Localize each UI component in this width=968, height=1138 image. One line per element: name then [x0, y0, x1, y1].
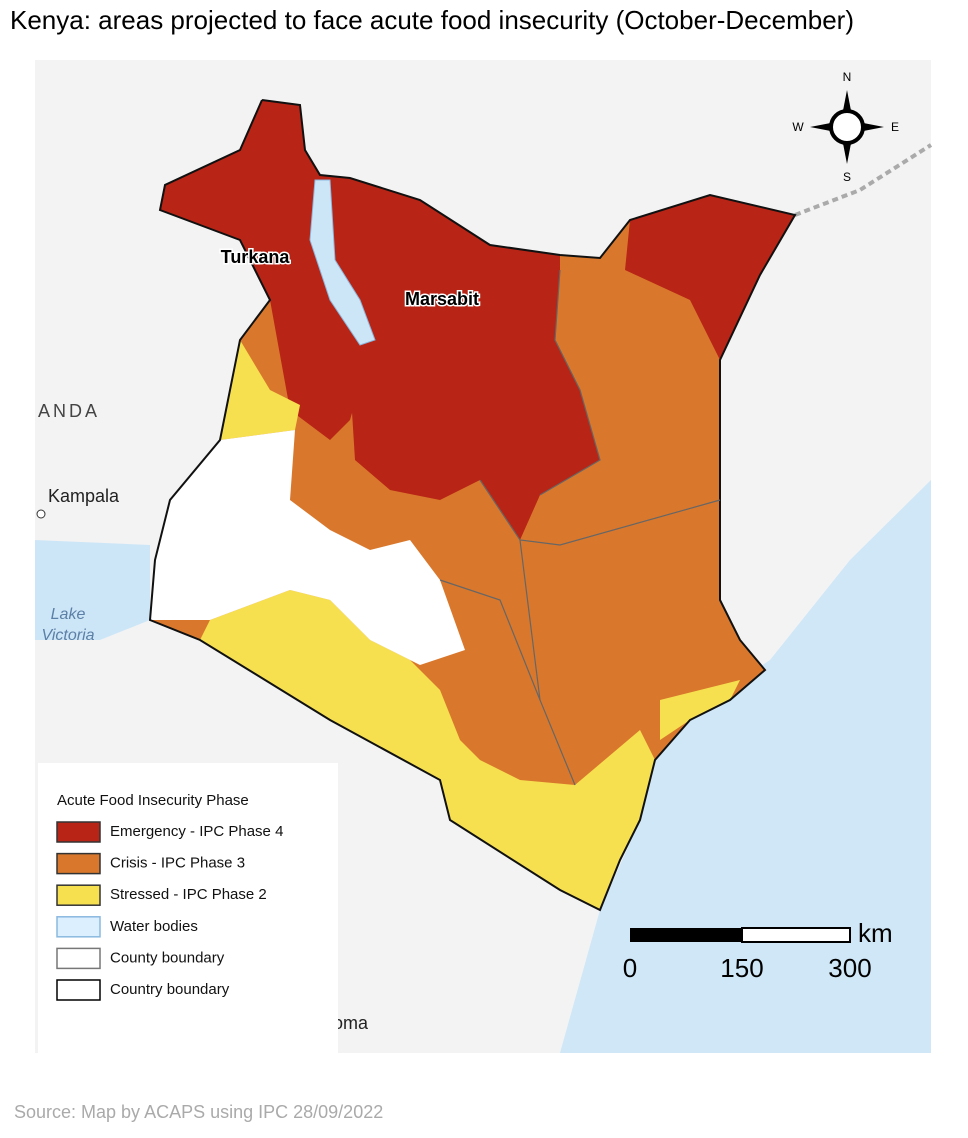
- legend-box: [38, 763, 338, 1053]
- legend-swatch: [56, 884, 101, 906]
- region-label: Turkana: [221, 247, 291, 267]
- legend-swatch: [56, 916, 101, 938]
- legend-swatch: [56, 979, 101, 1001]
- source-note: Source: Map by ACAPS using IPC 28/09/202…: [14, 1102, 383, 1122]
- compass-label: E: [891, 120, 899, 134]
- city-label: Kampala: [48, 486, 120, 506]
- legend-swatch: [56, 947, 101, 970]
- scale-bar: [630, 928, 742, 942]
- scale-label: 0: [623, 953, 637, 983]
- region-label: Marsabit: [405, 289, 479, 309]
- legend-label: County boundary: [110, 949, 225, 966]
- legend-label: Stressed - IPC Phase 2: [110, 886, 267, 903]
- compass-label: W: [792, 120, 804, 134]
- legend-title: Acute Food Insecurity Phase: [57, 792, 249, 809]
- no-data-area: [150, 430, 465, 665]
- city-marker: [36, 509, 46, 519]
- stressed-area: [220, 340, 300, 440]
- country-boundary: [148, 99, 797, 912]
- county-boundaries: [439, 269, 721, 786]
- compass-label: S: [843, 170, 851, 184]
- legend-swatch: [56, 821, 101, 843]
- compass-ring: [829, 109, 865, 145]
- lake-label: Victoria: [41, 627, 94, 644]
- border-line: [794, 143, 933, 217]
- county-boundary: [439, 579, 541, 701]
- legend: Emergency - IPC Phase 4 Crisis - IPC Phas…: [56, 821, 283, 1001]
- scale-unit: km: [858, 918, 893, 948]
- country-label: ANDA: [38, 401, 100, 421]
- compass-label: N: [843, 70, 852, 84]
- scale-bar: [741, 927, 851, 943]
- lake-label: Lake: [51, 606, 86, 623]
- lake-turkana: [309, 179, 376, 346]
- legend-label: Crisis - IPC Phase 3: [110, 855, 245, 872]
- map-title: Kenya: areas projected to face acute foo…: [10, 5, 854, 35]
- legend-swatch: [56, 852, 101, 875]
- county-boundary: [479, 479, 721, 546]
- emergency-area: [625, 195, 795, 360]
- stressed-area: [660, 680, 740, 740]
- scale-label: 150: [720, 953, 763, 983]
- emergency-area: [160, 100, 600, 540]
- compass: N W E S: [792, 70, 899, 184]
- county-boundary: [539, 269, 601, 496]
- stressed-area: [200, 590, 655, 910]
- ocean: [560, 480, 931, 1053]
- legend-label: Emergency - IPC Phase 4: [110, 823, 283, 840]
- scale-label: 300: [828, 953, 871, 983]
- legend-label: Water bodies: [110, 918, 198, 935]
- lake-victoria: [35, 540, 150, 640]
- legend-label: Country boundary: [110, 981, 230, 998]
